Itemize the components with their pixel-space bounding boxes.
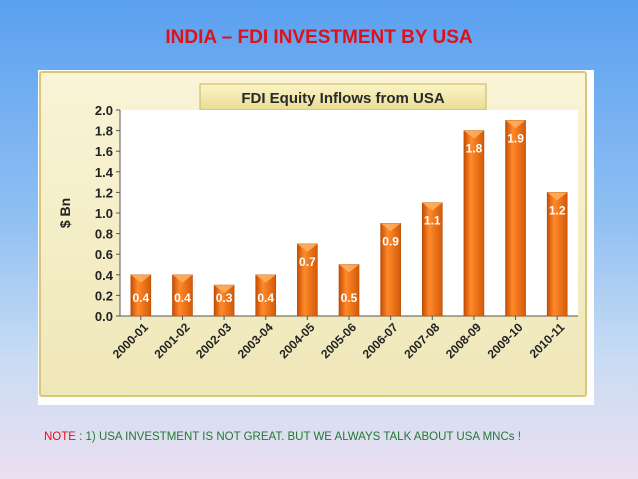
slide-title: INDIA – FDI INVESTMENT BY USA — [165, 27, 473, 48]
y-tick-label: 0.8 — [95, 227, 113, 242]
bar-cap-2006-07 — [380, 223, 401, 232]
chart-title: FDI Equity Inflows from USA — [241, 90, 445, 107]
bar-cap-2010-11 — [547, 192, 568, 201]
data-label: 0.4 — [257, 291, 274, 305]
chart-title-box — [199, 83, 487, 111]
data-label: 1.2 — [549, 203, 566, 217]
data-label: 1.1 — [424, 214, 441, 228]
bar-cap-2008-09 — [463, 130, 484, 139]
data-label: 0.4 — [132, 291, 149, 305]
bar-cap-2001-02 — [172, 274, 193, 283]
bar-2008-09 — [463, 130, 485, 317]
y-axis-label: $ Bn — [57, 198, 73, 228]
data-label: 0.5 — [341, 291, 358, 305]
y-tick-label: 0.2 — [95, 288, 113, 303]
bar-cap-2009-10 — [505, 120, 526, 129]
footnote: NOTE : 1) USA INVESTMENT IS NOT GREAT. B… — [44, 431, 521, 443]
chart-panel: FDI Equity Inflows from USA $ Bn 0.0 0.2 0… — [38, 70, 594, 405]
fdi-bar-chart: FDI Equity Inflows from USA $ Bn 0.0 0.2 0… — [39, 71, 587, 397]
bar-cap-2005-06 — [339, 264, 359, 273]
data-label: 0.9 — [382, 234, 399, 248]
bar-cap-2003-04 — [255, 274, 276, 283]
note-text: : 1) USA INVESTMENT IS NOT GREAT. BUT WE… — [75, 431, 521, 443]
data-label: 1.9 — [507, 131, 524, 145]
bar-cap-2000-01 — [130, 274, 151, 283]
y-tick-label: 1.6 — [95, 144, 113, 159]
y-tick-label: 1.4 — [95, 165, 114, 180]
data-label: 0.3 — [216, 291, 233, 305]
bar-cap-2004-05 — [297, 243, 318, 252]
y-tick-label: 0.0 — [95, 309, 113, 324]
bar-cap-2007-08 — [422, 202, 443, 211]
y-tick-label: 2.0 — [95, 103, 113, 118]
data-label: 0.4 — [174, 291, 191, 305]
note-label: NOTE — [44, 431, 76, 443]
y-tick-label: 1.2 — [95, 185, 113, 200]
bar-cap-2002-03 — [214, 285, 235, 294]
y-tick-label: 1.8 — [95, 124, 113, 139]
bar-2009-10 — [505, 119, 526, 317]
data-label: 0.7 — [299, 255, 316, 269]
data-label: 1.8 — [466, 142, 483, 156]
y-tick-label: 1.0 — [95, 206, 113, 221]
y-tick-label: 0.6 — [95, 247, 113, 262]
y-tick-label: 0.4 — [95, 268, 114, 283]
